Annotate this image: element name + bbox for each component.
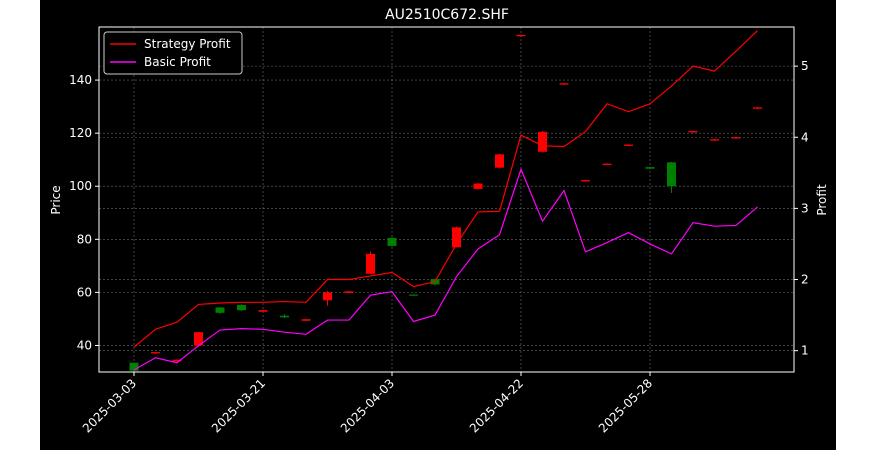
candle-body: [301, 319, 311, 321]
candle-body: [688, 131, 698, 133]
x-axis-ticks: 2025-03-03 2025-03-21 2025-04-03 2025-04-22…: [80, 372, 655, 435]
x-tick-label: 2025-05-28: [596, 376, 655, 435]
y-tick-label: 140: [69, 73, 92, 87]
candle-body: [581, 180, 590, 182]
candle-body: [667, 162, 676, 187]
profit-lines: [133, 30, 758, 371]
candle-body: [129, 362, 139, 371]
chart-figure: AU2510C672.SHF 40 60 80 100 120 140 1 2 3 4 5 202…: [40, 0, 836, 450]
candle-body: [344, 291, 354, 293]
right-axis-ticks: 1 2 3 4 5: [794, 59, 809, 358]
candle-body: [731, 137, 741, 139]
candle-body: [172, 359, 182, 362]
y2-tick-label: 5: [801, 59, 809, 73]
candle-body: [194, 332, 203, 346]
y-tick-label: 80: [77, 232, 92, 246]
x-tick-label: 2025-03-03: [80, 376, 139, 435]
candle-body: [237, 304, 246, 311]
candle-body: [258, 310, 268, 312]
grid: [99, 27, 794, 372]
candle-body: [387, 237, 397, 246]
legend-box: [103, 31, 243, 75]
candle-body: [215, 307, 225, 313]
x-tick-label: 2025-04-03: [338, 376, 397, 435]
candle-body: [151, 352, 160, 354]
legend: Strategy Profit Basic Profit: [103, 31, 243, 75]
candle-body: [624, 144, 633, 146]
candle-body: [473, 183, 483, 189]
candle-body: [323, 292, 332, 301]
candle-body: [538, 131, 547, 152]
candle-body: [495, 154, 504, 168]
candle-body: [280, 315, 289, 318]
y2-tick-label: 2: [801, 273, 809, 287]
candle-body: [559, 83, 569, 85]
candle-body: [516, 34, 526, 37]
legend-label-strategy: Strategy Profit: [144, 37, 231, 51]
y-tick-label: 100: [69, 179, 92, 193]
x-tick-label: 2025-04-22: [467, 376, 526, 435]
y2-tick-label: 4: [801, 130, 809, 144]
y2-tick-label: 1: [801, 344, 809, 358]
candle-body: [710, 139, 719, 141]
basic-profit-line: [133, 167, 758, 371]
y-axis-label: Price: [49, 185, 63, 214]
candle-body: [366, 253, 375, 274]
chart-title: AU2510C672.SHF: [385, 7, 509, 23]
candle-body: [753, 107, 762, 109]
y-tick-label: 60: [77, 285, 92, 299]
candle-body: [645, 167, 655, 169]
y-tick-label: 40: [77, 338, 92, 352]
y-tick-label: 120: [69, 126, 92, 140]
strategy-profit-line: [133, 30, 758, 348]
legend-label-basic: Basic Profit: [144, 55, 211, 69]
candle-body: [602, 163, 612, 165]
x-tick-label: 2025-03-21: [209, 376, 268, 435]
candle-body: [409, 294, 418, 296]
left-axis-ticks: 40 60 80 100 120 140: [69, 73, 99, 352]
candle-body: [452, 227, 461, 248]
y2-tick-label: 3: [801, 201, 809, 215]
y2-axis-label: Profit: [815, 184, 829, 216]
plot-frame: [98, 26, 795, 373]
candles: [129, 34, 762, 372]
chart-svg: AU2510C672.SHF 40 60 80 100 120 140 1 2 3 4 5 202…: [49, 7, 829, 435]
